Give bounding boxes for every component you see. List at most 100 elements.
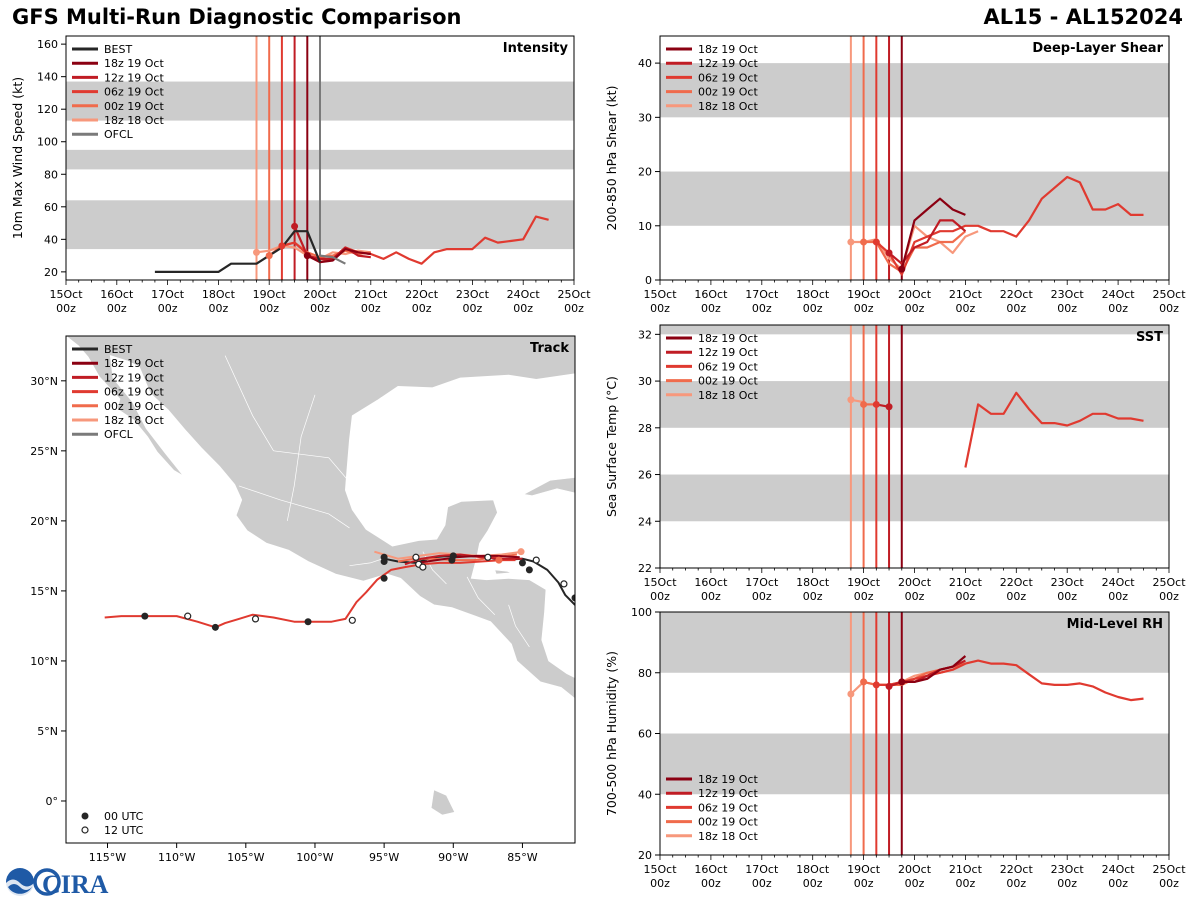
init-marker	[885, 249, 893, 257]
panel-title: Track	[530, 341, 569, 356]
series-line-r12z19	[888, 219, 967, 265]
x-tick-label-hour: 00z	[854, 302, 874, 315]
x-tick-label-date: 23Oct	[456, 288, 490, 301]
track-line-r18z18	[374, 550, 523, 560]
cira-swirl-icon	[33, 868, 61, 896]
island	[430, 789, 456, 816]
x-tick-label-date: 22Oct	[405, 288, 439, 301]
y-tick-label: 160	[37, 38, 58, 51]
track-point-12utc	[251, 615, 260, 623]
legend-label: 18z 18 Oct	[698, 100, 758, 113]
legend-label: 00z 19 Oct	[698, 816, 758, 829]
plot-area-sst	[660, 325, 1169, 568]
x-tick-label-hour: 00z	[1006, 590, 1026, 603]
x-tick-label-hour: 00z	[259, 302, 279, 315]
x-tick-label-date: 19Oct	[847, 863, 881, 876]
y-tick-label: 20	[44, 266, 58, 279]
legend-label: 06z 19 Oct	[698, 801, 758, 814]
series-line-r18z19	[306, 248, 371, 264]
track-point-00utc	[571, 594, 575, 602]
x-tick-label-date: 24Oct	[1102, 288, 1136, 301]
plot-area-shear	[660, 36, 1169, 280]
x-tick-label-hour: 00z	[1057, 590, 1077, 603]
y-tick-label: 26	[638, 469, 652, 482]
x-tick-label-date: 19Oct	[847, 576, 881, 589]
x-tick-label-date: 24Oct	[1102, 863, 1136, 876]
x-tick-label: 100°W	[296, 851, 333, 864]
x-tick-label-date: 20Oct	[303, 288, 337, 301]
x-tick-label: 95°W	[369, 851, 399, 864]
x-tick-label: 90°W	[438, 851, 468, 864]
x-tick-label-date: 22Oct	[1000, 288, 1034, 301]
x-tick-label-date: 20Oct	[898, 863, 932, 876]
init-marker	[872, 400, 880, 408]
x-tick-label-hour: 00z	[513, 302, 533, 315]
threshold-band	[660, 612, 1169, 673]
track-line-r18z19	[417, 554, 520, 564]
x-tick-label-date: 25Oct	[1152, 863, 1186, 876]
series-line-r06z19	[875, 175, 1144, 276]
threshold-band	[660, 171, 1169, 226]
y-tick-label: 30	[638, 375, 652, 388]
x-tick-label-date: 15Oct	[643, 288, 677, 301]
storm-id-title: AL15 - AL152024	[983, 5, 1184, 29]
state-border	[508, 604, 530, 648]
legend-label: 18z 18 Oct	[698, 830, 758, 843]
x-tick-label-date: 21Oct	[949, 288, 983, 301]
plot-area-track	[66, 336, 575, 843]
x-tick-label-date: 23Oct	[1051, 288, 1085, 301]
track-point-00utc	[380, 574, 388, 582]
x-tick-label-hour: 00z	[1159, 590, 1179, 603]
threshold-band	[660, 63, 1169, 118]
threshold-band	[660, 381, 1169, 428]
track-point-12utc	[348, 616, 356, 624]
x-tick-label-date: 19Oct	[847, 288, 881, 301]
track-point-00utc	[304, 618, 312, 626]
legend-label: 00z 19 Oct	[104, 100, 164, 113]
y-tick-label: 40	[44, 233, 58, 246]
track-point-12utc	[419, 563, 427, 571]
legend-label: 06z 19 Oct	[698, 360, 758, 373]
x-tick-label-hour: 00z	[209, 302, 229, 315]
init-marker	[860, 238, 868, 246]
track-point-00utc	[211, 623, 219, 631]
x-tick-label-date: 21Oct	[949, 863, 983, 876]
track-point-12utc	[532, 556, 540, 564]
x-tick-label-hour: 00z	[803, 302, 823, 315]
x-tick-label-hour: 00z	[1006, 877, 1026, 890]
x-tick-label-hour: 00z	[905, 877, 925, 890]
legend-label: 06z 19 Oct	[698, 71, 758, 84]
track-point-12utc	[484, 553, 492, 561]
x-tick-label-hour: 00z	[752, 590, 772, 603]
x-tick-label-date: 21Oct	[354, 288, 388, 301]
x-tick-label-hour: 00z	[1006, 302, 1026, 315]
legend-label: 12z 19 Oct	[698, 57, 758, 70]
init-marker	[860, 678, 868, 686]
legend-label: 00z 19 Oct	[104, 400, 164, 413]
panel-title: Mid-Level RH	[1067, 617, 1163, 632]
init-marker	[291, 222, 299, 230]
y-tick-label: 20	[638, 166, 652, 179]
y-tick-label: 24	[638, 515, 652, 528]
x-tick-label-date: 17Oct	[151, 288, 185, 301]
init-marker	[847, 238, 855, 246]
series-line-r06z19	[876, 659, 1144, 702]
x-tick-label-hour: 00z	[1108, 590, 1128, 603]
y-axis-label: 700-500 hPa Humidity (%)	[604, 651, 619, 816]
init-marker	[303, 252, 311, 260]
x-tick-label-hour: 00z	[701, 590, 721, 603]
state-border	[466, 576, 496, 615]
y-tick-label: 40	[638, 788, 652, 801]
x-tick-label-date: 25Oct	[1152, 576, 1186, 589]
x-tick-label: 115°W	[89, 851, 126, 864]
x-tick-label-hour: 00z	[803, 877, 823, 890]
track-point-12utc	[184, 612, 192, 620]
init-marker	[847, 396, 855, 404]
panel-sst: 15Oct00z16Oct00z17Oct00z18Oct00z19Oct00z…	[604, 324, 1186, 603]
y-tick-label: 40	[638, 57, 652, 70]
track-point-00utc	[448, 556, 456, 564]
x-tick-label-hour: 00z	[650, 877, 670, 890]
legend-label: 18z 19 Oct	[104, 357, 164, 370]
y-tick-label: 80	[44, 168, 58, 181]
x-tick-label-date: 18Oct	[796, 288, 830, 301]
